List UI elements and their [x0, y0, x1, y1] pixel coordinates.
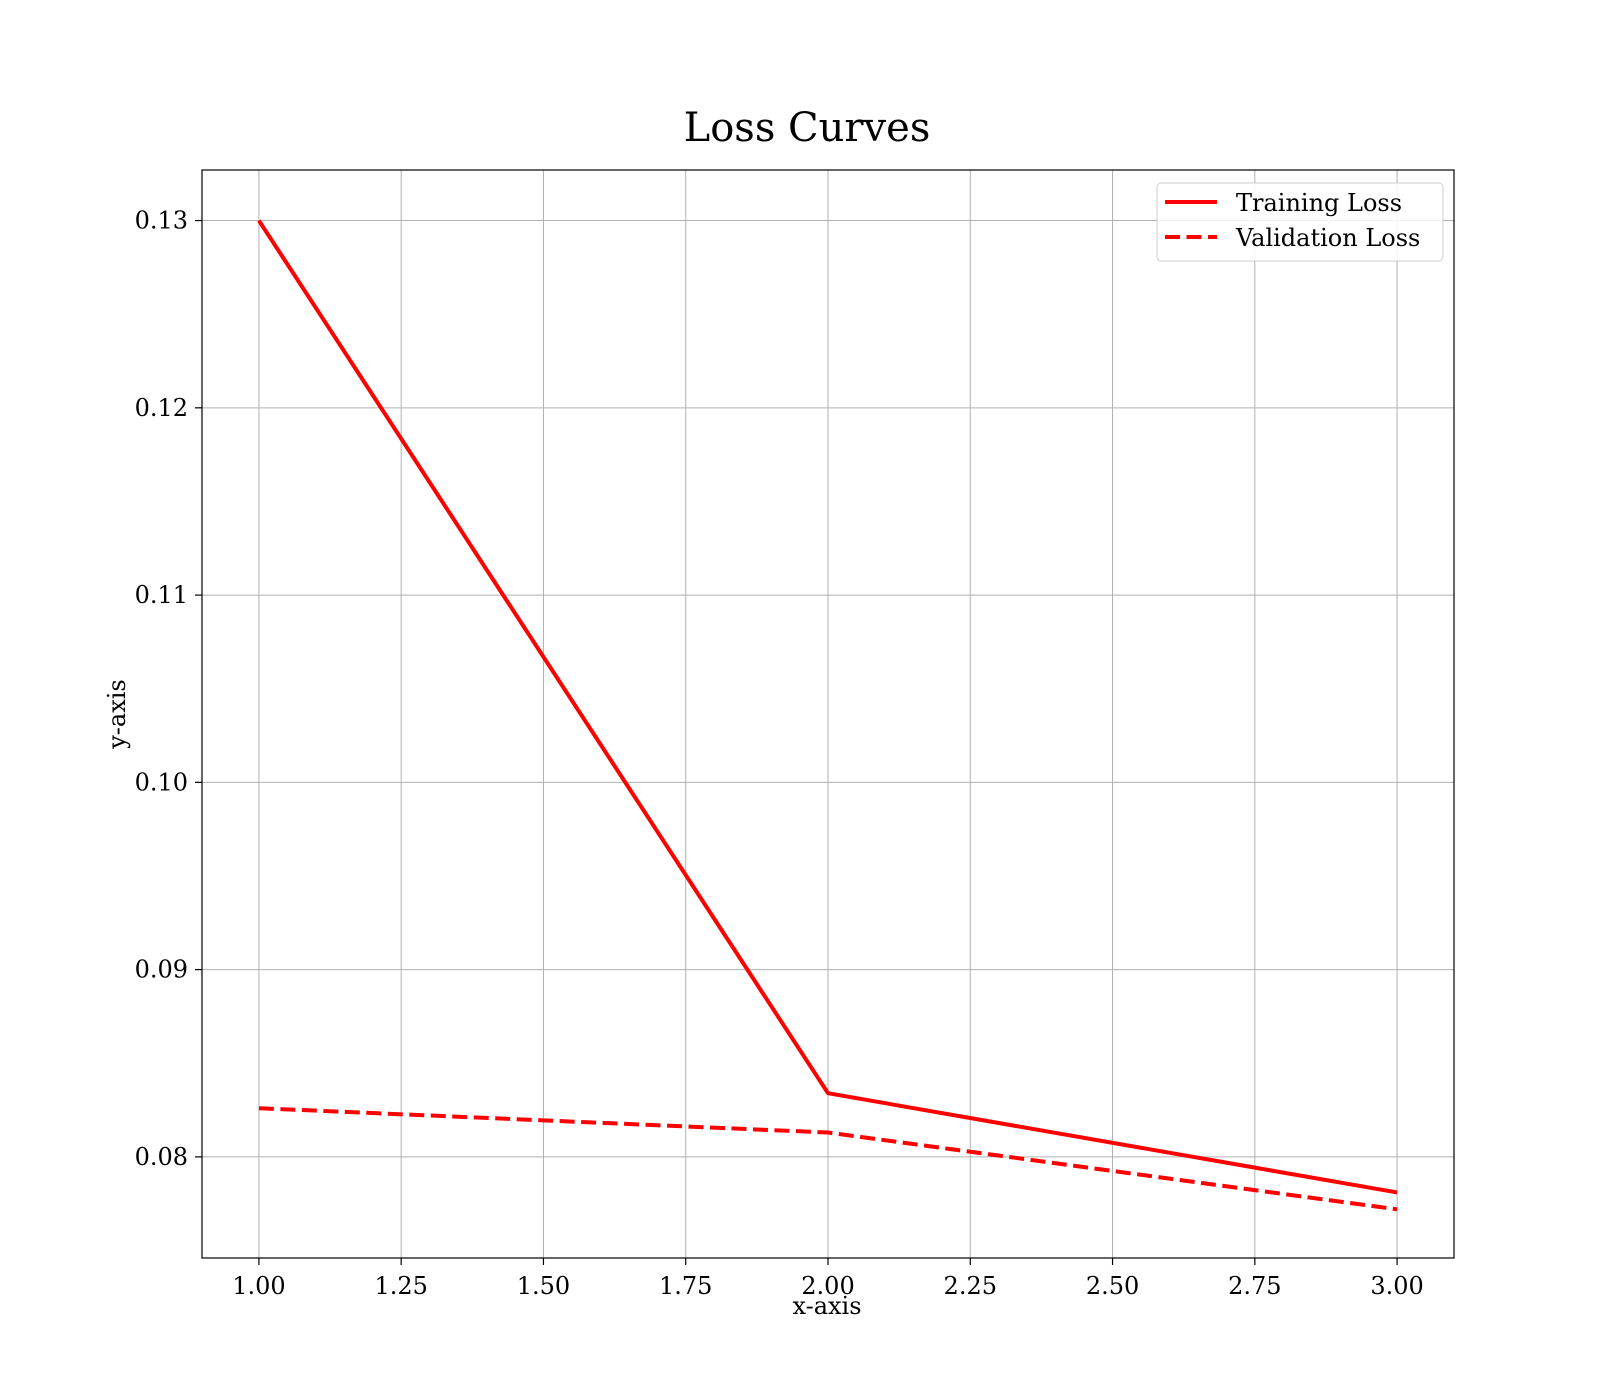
y-tick-label: 0.10: [135, 768, 188, 796]
legend-label-validation-loss: Validation Loss: [1235, 224, 1420, 252]
y-tick-label: 0.11: [135, 581, 188, 609]
x-axis-ticks: 1.00 1.25 1.50 1.75 2.00 2.25 2.50 2.75 3.00: [232, 1258, 1424, 1300]
y-tick-label: 0.13: [135, 207, 188, 235]
x-tick-label: 3.00: [1370, 1272, 1423, 1300]
y-axis-ticks: 0.08 0.09 0.10 0.11 0.12 0.13: [135, 207, 202, 1171]
x-tick-label: 1.50: [517, 1272, 570, 1300]
chart-title: Loss Curves: [684, 105, 931, 151]
x-axis-label: x-axis: [792, 1292, 861, 1320]
x-tick-label: 2.25: [944, 1272, 997, 1300]
x-tick-label: 2.00: [801, 1272, 854, 1300]
legend-label-training-loss: Training Loss: [1236, 189, 1402, 217]
legend-box: [1156, 182, 1444, 262]
series-line-validation-loss: [258, 1106, 1398, 1212]
y-tick-label: 0.12: [135, 394, 188, 422]
legend: Training Loss Validation Loss: [1156, 182, 1444, 262]
grid: [202, 170, 1454, 1258]
x-tick-label: 1.00: [232, 1272, 285, 1300]
x-tick-label: 1.75: [659, 1272, 712, 1300]
x-tick-label: 1.25: [374, 1272, 427, 1300]
x-tick-label: 2.50: [1086, 1272, 1139, 1300]
y-axis-label: y-axis: [103, 679, 131, 750]
x-tick-label: 2.75: [1228, 1272, 1281, 1300]
y-tick-label: 0.08: [135, 1143, 188, 1171]
series-lines: [257, 219, 1398, 1212]
y-tick-label: 0.09: [135, 956, 188, 984]
series-line-training-loss: [257, 219, 1398, 1195]
